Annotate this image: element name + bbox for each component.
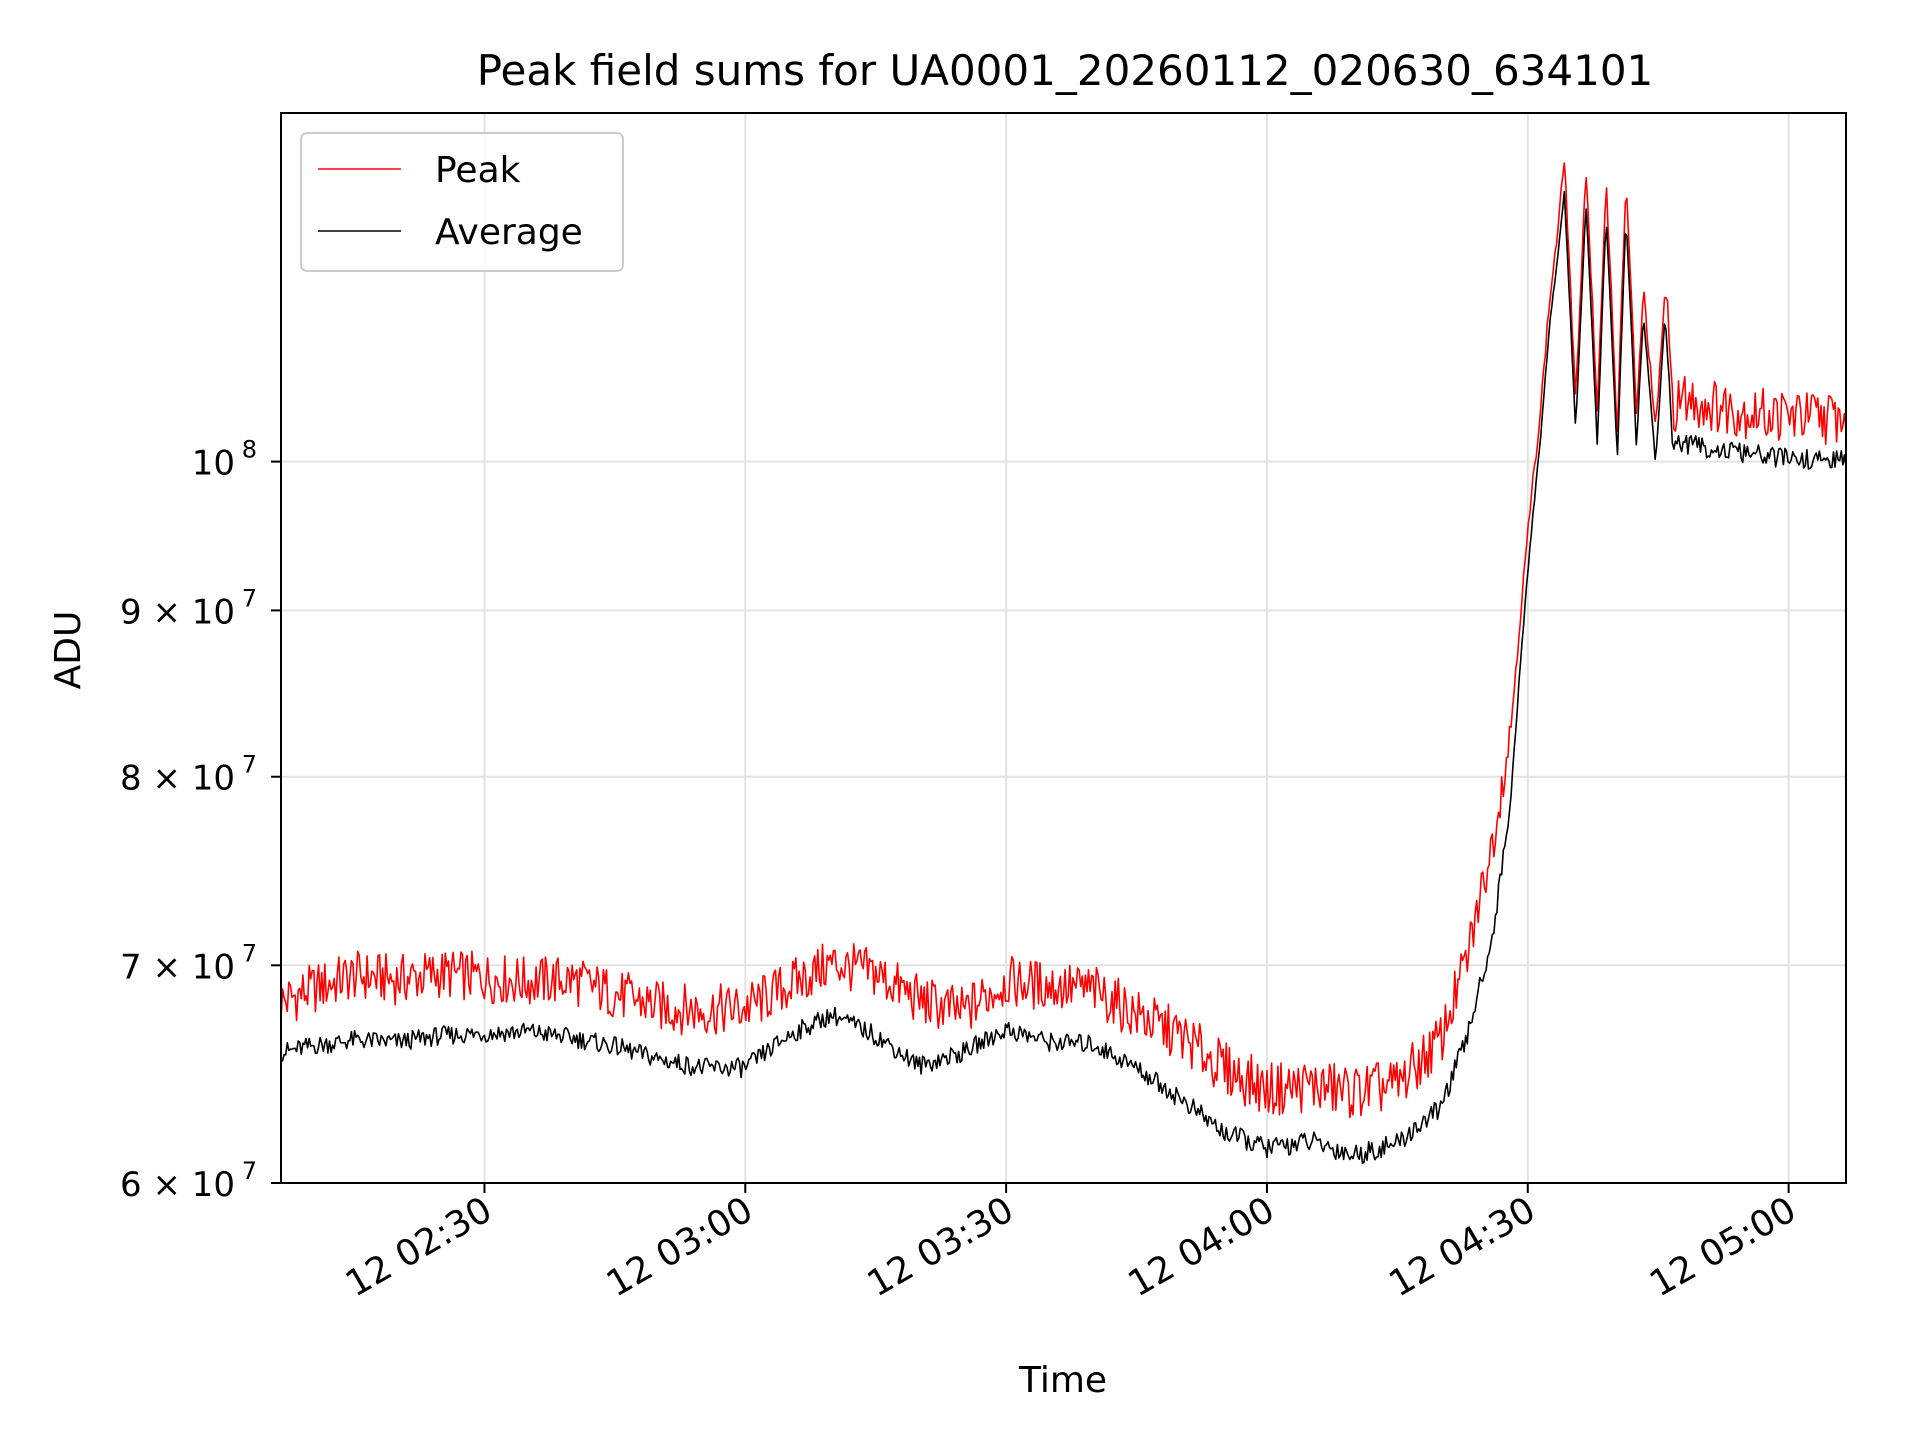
y-tick-label: 7 × 10 7	[120, 939, 257, 987]
series-line-average	[280, 190, 1847, 1164]
y-tick-label-base: 7 × 10	[120, 947, 235, 987]
plot-background	[281, 113, 1846, 1183]
plot-frame	[280, 112, 1847, 1184]
y-tick-label-exponent: 7	[242, 751, 257, 779]
legend-label-peak: Peak	[435, 150, 521, 191]
legend-box	[300, 132, 624, 272]
y-tick-label: 8 × 10 7	[120, 751, 257, 799]
chart-title: Peak field sums for UA0001_20260112_0206…	[477, 46, 1654, 95]
y-tick-label-base: 10	[192, 444, 235, 484]
legend-label-average: Average	[435, 212, 583, 253]
legend: Peak Average	[300, 132, 624, 272]
series-layer	[280, 162, 1847, 1164]
y-tick-label: 6 × 10 7	[120, 1157, 257, 1205]
y-tick-label-exponent: 7	[242, 1157, 257, 1185]
y-tick-label: 10 8	[192, 436, 257, 484]
y-axis-label: ADU	[48, 611, 89, 690]
y-tick-label-exponent: 8	[242, 436, 257, 464]
y-tick-label: 9 × 10 7	[120, 584, 257, 632]
y-tick-label-base: 9 × 10	[120, 592, 235, 632]
series-line-peak	[280, 162, 1847, 1119]
plot-area	[280, 112, 1847, 1184]
y-tick-label-base: 6 × 10	[120, 1165, 235, 1205]
y-tick-label-base: 8 × 10	[120, 759, 235, 799]
y-tick-label-exponent: 7	[242, 939, 257, 967]
y-tick-label-exponent: 7	[242, 584, 257, 612]
x-axis-label: Time	[1018, 1360, 1107, 1401]
